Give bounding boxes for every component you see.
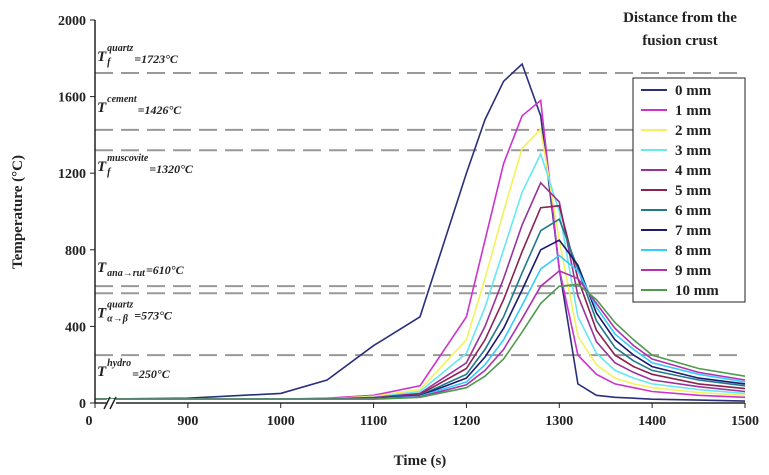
y-tick-label: 1200 [58, 167, 86, 182]
x-tick-label: 900 [177, 414, 198, 429]
legend-label: 4 mm [675, 163, 712, 179]
annotation-base: T [97, 100, 107, 116]
x-tick-label: 1200 [452, 414, 480, 429]
axis-break-gap [107, 399, 116, 407]
annotation-sup: hydro [107, 358, 131, 369]
axis-break [103, 396, 111, 410]
legend-label: 2 mm [675, 123, 712, 139]
x-tick-label: 1100 [360, 414, 387, 429]
annotation-text: =1320°C [149, 162, 194, 176]
x-tick-label: 1500 [731, 414, 759, 429]
legend-label: 3 mm [675, 143, 712, 159]
annotation-sup: muscovite [107, 153, 149, 164]
legend-title: Distance from the [623, 10, 737, 26]
legend-label: 8 mm [675, 243, 712, 259]
y-axis-label: Temperature (°C) [10, 155, 26, 269]
annotation-base: T [97, 305, 107, 321]
legend-label: 7 mm [675, 223, 712, 239]
axis-break [109, 396, 117, 410]
annotation-sup: quartz [107, 299, 133, 310]
x-tick-label: 0 [86, 414, 93, 429]
annotation-text: =573°C [134, 308, 173, 322]
series-line [94, 62, 746, 402]
annotation-sub: f [107, 167, 112, 178]
series-line [95, 283, 746, 401]
annotation-sub: ana→rut [107, 268, 146, 279]
annotation-sup: cement [107, 94, 138, 105]
legend-title: fusion crust [642, 33, 717, 49]
x-tick-label: 1000 [267, 414, 295, 429]
x-axis-label: Time (s) [394, 453, 447, 469]
annotation-sup: quartz [107, 43, 133, 54]
annotation-base: T [97, 159, 107, 175]
legend-label: 6 mm [675, 203, 712, 219]
annotation-base: T [97, 364, 107, 380]
y-tick-label: 1600 [58, 91, 86, 106]
annotation-base: T [97, 260, 107, 276]
annotation-text: =250°C [132, 367, 171, 381]
annotation-base: T [97, 49, 107, 65]
annotation-text: =610°C [146, 263, 185, 277]
legend-label: 10 mm [675, 283, 719, 299]
legend-label: 0 mm [675, 83, 712, 99]
y-tick-label: 2000 [58, 14, 86, 29]
y-tick-label: 400 [65, 320, 86, 335]
legend-label: 5 mm [675, 183, 712, 199]
x-tick-label: 1300 [545, 414, 573, 429]
y-tick-label: 0 [79, 397, 86, 412]
annotation-text: =1426°C [138, 103, 183, 117]
annotation-sub: f [107, 57, 112, 68]
annotation-sub: α→β [107, 313, 129, 324]
x-tick-label: 1400 [638, 414, 666, 429]
y-tick-label: 800 [65, 244, 86, 259]
legend-label: 9 mm [675, 263, 712, 279]
legend-label: 1 mm [675, 103, 712, 119]
annotation-text: =1723°C [134, 52, 179, 66]
